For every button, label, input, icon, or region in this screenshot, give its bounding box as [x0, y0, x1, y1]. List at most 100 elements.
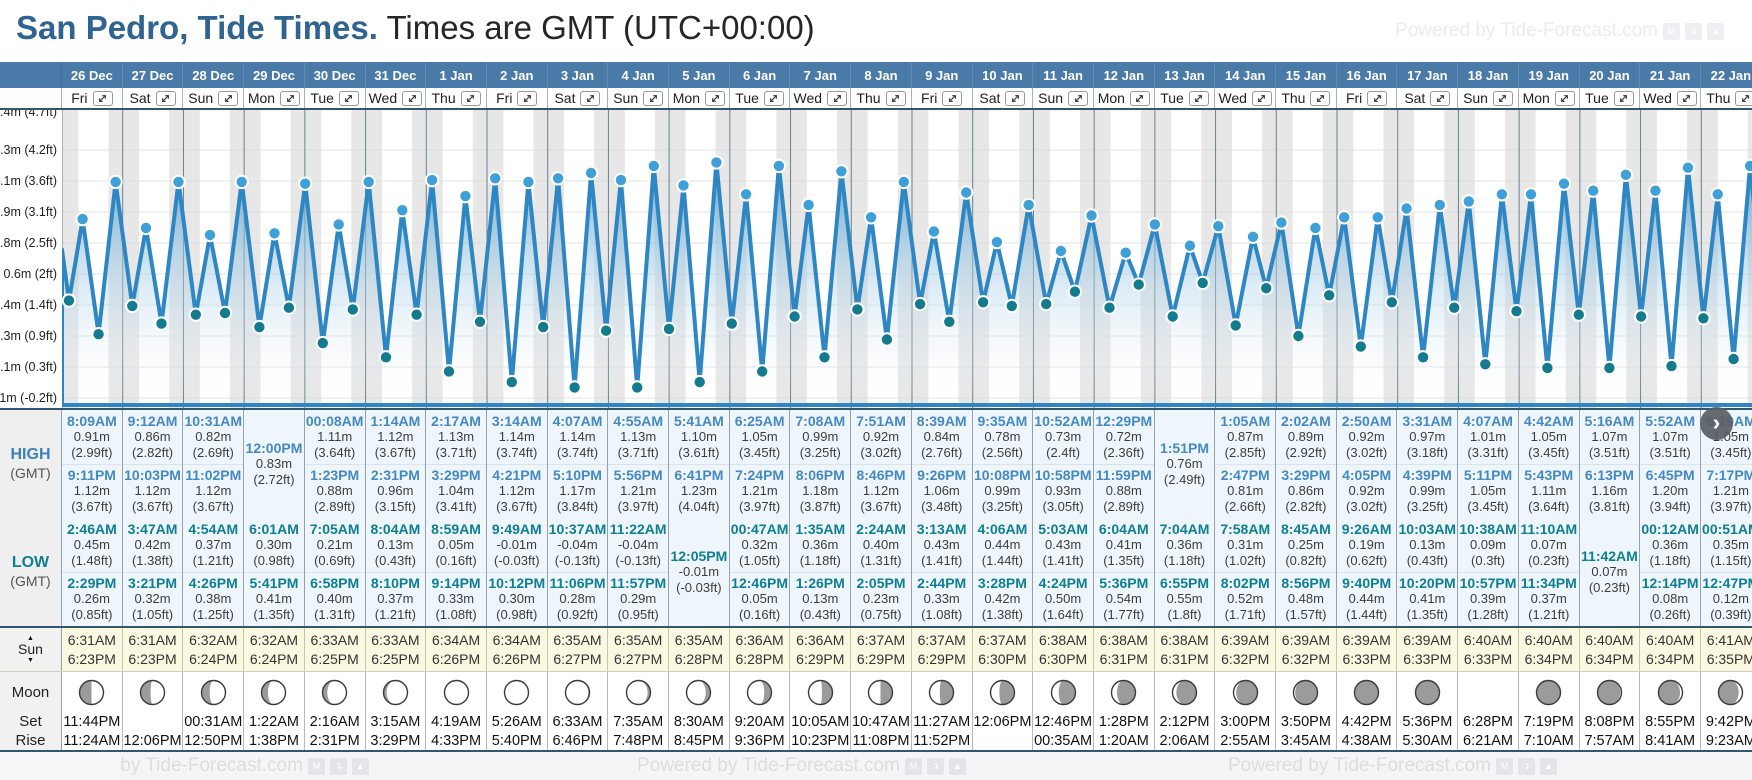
expand-day-button[interactable] — [885, 90, 906, 106]
date-header: 6 Jan — [730, 62, 791, 88]
expand-day-button[interactable] — [1068, 90, 1089, 106]
tide-height-ft: (3.05ft) — [1042, 499, 1084, 515]
low-tide-time: 4:54AM — [188, 520, 239, 537]
sunrise-time: 6:41AM — [1706, 631, 1752, 648]
low-tide-entry: 11:06PM 0.28m (0.92ft) — [548, 573, 608, 627]
sunrise-time: 6:34AM — [492, 631, 541, 648]
date-header: 21 Jan — [1640, 62, 1701, 88]
expand-day-button[interactable] — [763, 90, 784, 106]
expand-day-button[interactable] — [1735, 90, 1752, 106]
expand-day-button[interactable] — [1430, 90, 1451, 106]
tide-height-m: 0.33m — [438, 591, 475, 607]
moon-phase-cell — [244, 672, 305, 712]
low-tide-time: 11:06PM — [549, 575, 606, 592]
moonset-time: 00:31AM — [183, 712, 245, 731]
tide-height-m: 0.43m — [923, 536, 960, 552]
expand-day-button[interactable] — [827, 90, 848, 106]
expand-day-button[interactable] — [1188, 90, 1209, 106]
expand-day-button[interactable] — [705, 90, 725, 106]
moon-phase-icon — [1657, 679, 1683, 705]
expand-icon — [833, 94, 841, 102]
weekday-row-label-spacer — [0, 88, 62, 108]
weekday-cell: Mon — [669, 88, 730, 108]
expand-icon — [587, 94, 594, 102]
expand-day-button[interactable] — [1005, 90, 1026, 106]
sunrise-time: 6:38AM — [1099, 631, 1148, 648]
weekday-label: Sat — [979, 90, 1001, 106]
expand-day-button[interactable] — [1676, 90, 1697, 106]
tide-height-ft: (1.15ft) — [1710, 552, 1752, 568]
high-tide-row: HIGH (GMT) 8:09AM 0.91m (2.99ft) 9:11PM 1.12… — [0, 408, 1752, 518]
expand-day-button[interactable] — [1129, 90, 1150, 106]
expand-day-button[interactable] — [92, 90, 113, 106]
expand-day-button[interactable] — [1554, 90, 1575, 106]
expand-day-button[interactable] — [155, 90, 176, 106]
sunset-time: 6:32PM — [1281, 650, 1331, 667]
header-watermark: Powered by Tide-Forecast.com M ↴ ▲ — [1395, 20, 1724, 42]
low-tide-time: 00:51AM — [1702, 520, 1752, 537]
weekday-cell: Tue — [304, 88, 366, 108]
low-tide-time: 2:46AM — [66, 520, 117, 537]
low-tide-entry: 5:36PM 0.54m (1.77ft) — [1094, 573, 1154, 627]
page-title: San Pedro, Tide Times. Times are GMT (UT… — [16, 9, 815, 47]
moon-phase-cell — [1579, 672, 1641, 712]
expand-day-button[interactable] — [338, 90, 359, 106]
tide-height-m: 1.17m — [559, 483, 596, 499]
expand-day-button[interactable] — [643, 90, 664, 106]
weekday-label: Fri — [71, 90, 88, 106]
sunrise-time: 6:35AM — [553, 631, 602, 648]
moonrise-time: 3:45AM — [1276, 731, 1337, 750]
tide-height-ft: (3.41ft) — [435, 499, 477, 515]
expand-day-button[interactable] — [1251, 90, 1272, 106]
moonset-time: 10:05AM — [790, 712, 852, 731]
low-tide-entry: 10:03AM 0.13m (0.43ft) — [1397, 518, 1458, 573]
high-tide-time: 10:08PM — [973, 467, 1031, 484]
high-tide-entry: 4:05PM 0.92m (3.02ft) — [1337, 465, 1397, 519]
tide-height-m: 0.55m — [1166, 591, 1203, 607]
expand-day-button[interactable] — [1310, 90, 1331, 106]
moonrise-time: 2:06AM — [1154, 731, 1216, 750]
expand-day-button[interactable] — [942, 90, 963, 106]
tide-height-ft: (3.18ft) — [1406, 444, 1448, 460]
next-page-button[interactable]: › — [1700, 407, 1733, 440]
expand-day-button[interactable] — [280, 90, 301, 106]
low-tide-cell: 11:42AM 0.07m (0.23ft) — [1579, 518, 1641, 626]
expand-day-button[interactable] — [218, 90, 239, 106]
y-axis-label: 1.3m (4.2ft) — [0, 143, 57, 157]
low-tide-cell: 3:47AM 0.42m (1.38ft) 3:21PM 0.32m (1.05ft) — [122, 518, 184, 626]
high-tide-cell: 4:42AM 1.05m (3.45ft) 5:43PM 1.11m (3.64ft) — [1518, 410, 1580, 518]
low-tide-entry: 12:46PM 0.05m (0.16ft) — [730, 573, 790, 627]
tide-height-ft: (0.43ft) — [799, 607, 841, 623]
moon-phase-cell — [1458, 672, 1519, 712]
tide-height-m: 0.13m — [1409, 536, 1446, 552]
tide-height-m: 0.43m — [1045, 536, 1082, 552]
low-tide-entry: 6:04AM 0.41m (1.35ft) — [1093, 518, 1154, 573]
expand-day-button[interactable] — [580, 90, 601, 106]
expand-day-button[interactable] — [402, 90, 423, 106]
tide-height-m: 0.28m — [559, 591, 596, 607]
moon-phase-cell — [1518, 672, 1580, 712]
high-tide-time: 2:47PM — [1220, 467, 1270, 484]
high-tide-cell: 1:05AM 0.87m (2.85ft) 2:47PM 0.81m (2.66ft) — [1215, 410, 1277, 518]
rise-row-label: Rise — [0, 731, 62, 750]
low-tide-entry: 8:56PM 0.48m (1.57ft) — [1276, 573, 1336, 627]
expand-icon — [1683, 94, 1691, 102]
weekday-label: Tue — [735, 90, 759, 106]
high-tide-time: 6:41PM — [674, 467, 724, 484]
expand-day-button[interactable] — [1492, 90, 1513, 106]
watermark-icon: ▲ — [351, 757, 369, 775]
date-header: 20 Jan — [1580, 62, 1641, 88]
expand-day-button[interactable] — [1367, 90, 1388, 106]
low-tide-entry: 7:04AM 0.36m (1.18ft) — [1154, 518, 1215, 573]
tide-height-m: 0.05m — [438, 536, 475, 552]
tide-height-ft: (1.38ft) — [131, 552, 174, 568]
expand-day-button[interactable] — [1613, 90, 1634, 106]
weekday-cell: Tue — [1154, 88, 1216, 108]
low-tide-time: 00:12AM — [1641, 520, 1699, 537]
weekday-cell: Tue — [729, 88, 791, 108]
moon-phase-cell — [547, 672, 609, 712]
sun-times-cell: 6:34AM 6:26PM — [426, 628, 487, 671]
expand-day-button[interactable] — [460, 90, 481, 106]
expand-day-button[interactable] — [517, 90, 538, 106]
low-tide-time: 8:10PM — [370, 575, 420, 592]
